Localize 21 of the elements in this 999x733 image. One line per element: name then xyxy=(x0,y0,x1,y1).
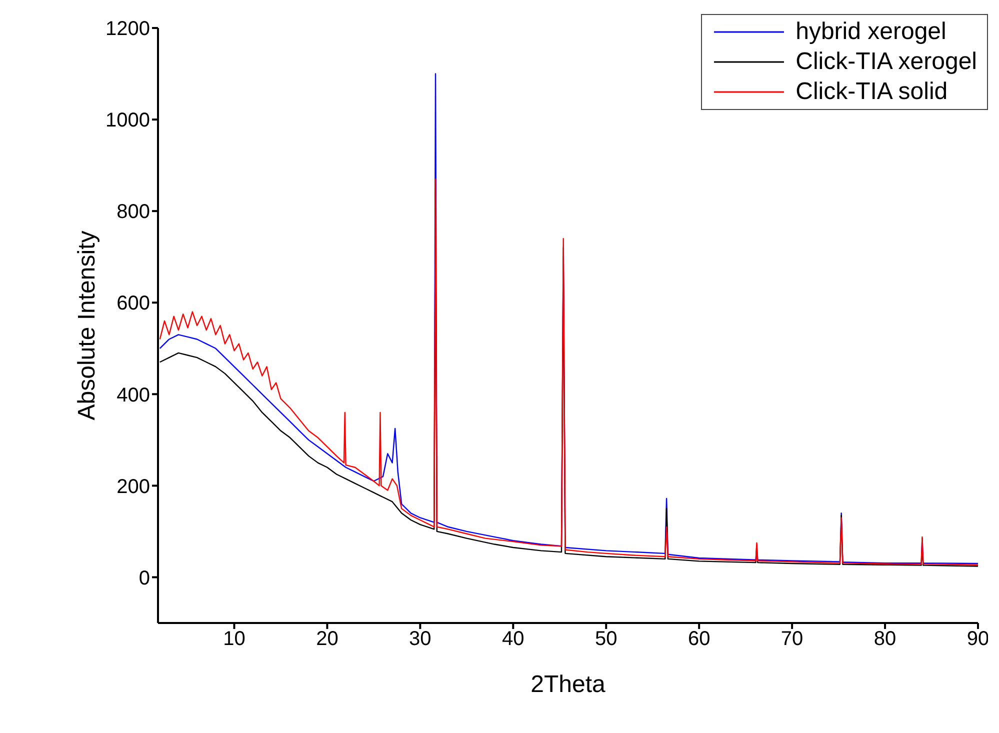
x-tick-label: 30 xyxy=(409,628,432,650)
x-tick-label: 80 xyxy=(874,628,896,650)
y-tick-label: 800 xyxy=(116,201,150,224)
x-tick-label: 60 xyxy=(688,628,710,650)
legend-label: hybrid xerogel xyxy=(796,17,946,47)
y-tick-label: 1000 xyxy=(106,110,150,132)
x-axis-title: 2Theta xyxy=(530,671,606,698)
x-tick-label: 20 xyxy=(316,628,338,650)
y-tick-label: 600 xyxy=(116,292,150,315)
x-tick-label: 50 xyxy=(594,628,618,650)
y-tick-label: 200 xyxy=(116,476,150,498)
y-tick-label: 400 xyxy=(116,384,150,406)
y-tick-label: 0 xyxy=(138,567,150,590)
x-tick-label: 70 xyxy=(780,628,804,650)
y-axis-title: Absolute Intensity xyxy=(74,230,101,420)
legend-label: Click-TIA xerogel xyxy=(796,47,977,77)
x-tick-label: 10 xyxy=(223,628,246,650)
legend-label: Click-TIA solid xyxy=(796,77,948,107)
x-tick-label: 90 xyxy=(966,628,990,650)
y-tick-label: 1200 xyxy=(106,18,150,40)
x-tick-label: 40 xyxy=(502,628,524,650)
